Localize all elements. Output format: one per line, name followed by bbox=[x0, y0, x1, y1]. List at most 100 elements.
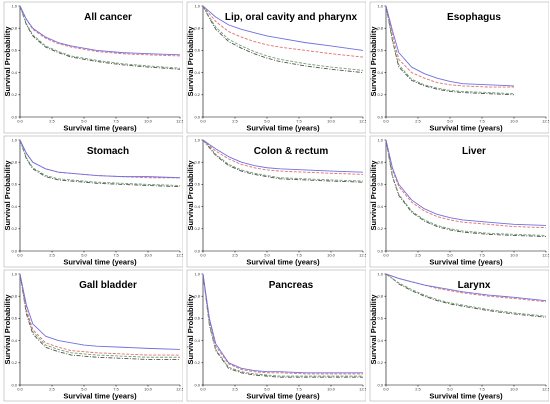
x-tick-label: 2.5 bbox=[232, 119, 238, 124]
y-tick-label: 0.0 bbox=[377, 248, 383, 253]
y-tick-label: 0.2 bbox=[377, 92, 383, 97]
y-tick-label: 0.8 bbox=[194, 294, 200, 299]
y-tick-label: 0.6 bbox=[194, 316, 200, 321]
chart-panel-8: 0.0 0.2 0.4 0.6 0.8 1.0 0.0 2.5 5.0 7.5 10.0 12.5 Su… bbox=[183, 268, 366, 402]
y-tick-label: 0.2 bbox=[194, 226, 200, 231]
chart-panel-9: 0.0 0.2 0.4 0.6 0.8 1.0 0.0 2.5 5.0 7.5 10.0 12.5 Su… bbox=[366, 268, 549, 402]
chart-panel-4: 0.0 0.2 0.4 0.6 0.8 1.0 0.0 2.5 5.0 7.5 10.0 12.5 Su… bbox=[0, 134, 183, 268]
panel-frame bbox=[369, 135, 549, 268]
y-tick-label: 0.4 bbox=[194, 204, 200, 209]
survival-curve-series-4 bbox=[19, 139, 181, 188]
y-tick-label: 1.0 bbox=[11, 3, 17, 8]
y-tick-label: 0.2 bbox=[194, 360, 200, 365]
x-tick-label: 10.0 bbox=[510, 119, 519, 124]
survival-curve-series-4 bbox=[202, 5, 364, 74]
panel-svg: 0.0 0.2 0.4 0.6 0.8 1.0 0.0 2.5 5.0 7.5 10.0 12.5 Su… bbox=[186, 269, 366, 402]
y-tick-label: 0.6 bbox=[11, 182, 17, 187]
x-tick-label: 0.0 bbox=[17, 387, 23, 392]
x-tick-label: 2.5 bbox=[415, 387, 421, 392]
x-axis-label: Survival time (years) bbox=[429, 258, 503, 267]
x-tick-label: 10.0 bbox=[144, 253, 153, 258]
panel-title: Gall bladder bbox=[79, 280, 137, 291]
x-tick-label: 0.0 bbox=[200, 253, 206, 258]
survival-curve-series-4 bbox=[202, 139, 364, 183]
x-tick-label: 12.5 bbox=[359, 119, 366, 124]
x-tick-label: 0.0 bbox=[200, 387, 206, 392]
x-tick-label: 5.0 bbox=[81, 253, 87, 258]
panel-title: Larynx bbox=[458, 280, 491, 291]
survival-curve-series-3 bbox=[385, 139, 547, 236]
x-tick-label: 5.0 bbox=[81, 119, 87, 124]
x-tick-label: 7.5 bbox=[479, 253, 485, 258]
panel-svg: 0.0 0.2 0.4 0.6 0.8 1.0 0.0 2.5 5.0 7.5 10.0 12.5 Su… bbox=[3, 269, 183, 402]
panel-svg: 0.0 0.2 0.4 0.6 0.8 1.0 0.0 2.5 5.0 7.5 10.0 12.5 Su… bbox=[186, 135, 366, 268]
y-tick-label: 0.8 bbox=[377, 160, 383, 165]
survival-curve-series-1 bbox=[202, 273, 363, 374]
panel-title: Pancreas bbox=[269, 280, 314, 291]
survival-curve-series-3 bbox=[202, 273, 363, 377]
x-tick-label: 12.5 bbox=[176, 119, 183, 124]
panel-title: Colon & rectum bbox=[254, 146, 329, 157]
y-tick-label: 0.0 bbox=[11, 248, 17, 253]
x-tick-label: 12.5 bbox=[176, 387, 183, 392]
x-tick-label: 10.0 bbox=[327, 119, 336, 124]
x-tick-label: 10.0 bbox=[510, 387, 519, 392]
survival-curve-series-4 bbox=[385, 273, 547, 318]
x-tick-label: 0.0 bbox=[383, 387, 389, 392]
y-axis-label: Survival Probability bbox=[369, 26, 378, 97]
x-tick-label: 12.5 bbox=[359, 253, 366, 258]
y-tick-label: 0.8 bbox=[377, 294, 383, 299]
y-tick-label: 0.0 bbox=[377, 114, 383, 119]
x-axis-label: Survival time (years) bbox=[429, 392, 503, 401]
x-tick-label: 0.0 bbox=[200, 119, 206, 124]
y-tick-label: 0.4 bbox=[377, 70, 383, 75]
y-tick-label: 0.0 bbox=[11, 382, 17, 387]
chart-panel-7: 0.0 0.2 0.4 0.6 0.8 1.0 0.0 2.5 5.0 7.5 10.0 12.5 Su… bbox=[0, 268, 183, 402]
panel-svg: 0.0 0.2 0.4 0.6 0.8 1.0 0.0 2.5 5.0 7.5 10.0 12.5 Su… bbox=[186, 1, 366, 134]
chart-panel-1: 0.0 0.2 0.4 0.6 0.8 1.0 0.0 2.5 5.0 7.5 10.0 12.5 Su… bbox=[0, 0, 183, 134]
y-tick-label: 0.4 bbox=[194, 338, 200, 343]
x-axis-label: Survival time (years) bbox=[246, 124, 320, 133]
x-tick-label: 7.5 bbox=[479, 119, 485, 124]
x-tick-label: 0.0 bbox=[383, 253, 389, 258]
y-tick-label: 1.0 bbox=[194, 3, 200, 8]
x-tick-label: 5.0 bbox=[264, 119, 270, 124]
x-axis-label: Survival time (years) bbox=[246, 392, 320, 401]
panel-frame bbox=[3, 135, 183, 268]
panel-frame bbox=[369, 269, 549, 402]
panel-svg: 0.0 0.2 0.4 0.6 0.8 1.0 0.0 2.5 5.0 7.5 10.0 12.5 Su… bbox=[369, 269, 549, 402]
panel-frame bbox=[186, 135, 366, 268]
panel-svg: 0.0 0.2 0.4 0.6 0.8 1.0 0.0 2.5 5.0 7.5 10.0 12.5 Su… bbox=[3, 1, 183, 134]
y-axis-label: Survival Probability bbox=[369, 294, 378, 365]
x-tick-label: 2.5 bbox=[232, 253, 238, 258]
panel-title: All cancer bbox=[84, 12, 132, 23]
panel-title: Liver bbox=[462, 146, 486, 157]
x-tick-label: 2.5 bbox=[232, 387, 238, 392]
y-tick-label: 0.4 bbox=[11, 338, 17, 343]
y-tick-label: 0.8 bbox=[11, 294, 17, 299]
x-tick-label: 10.0 bbox=[510, 253, 519, 258]
x-tick-label: 2.5 bbox=[49, 387, 55, 392]
survival-curve-series-2 bbox=[202, 273, 363, 375]
panel-frame bbox=[3, 1, 183, 134]
x-tick-label: 0.0 bbox=[383, 119, 389, 124]
y-axis-label: Survival Probability bbox=[186, 294, 195, 365]
x-tick-label: 12.5 bbox=[176, 253, 183, 258]
y-tick-label: 1.0 bbox=[377, 137, 383, 142]
x-tick-label: 0.0 bbox=[17, 253, 23, 258]
y-tick-label: 1.0 bbox=[11, 137, 17, 142]
y-tick-label: 0.8 bbox=[11, 160, 17, 165]
panel-title: Lip, oral cavity and pharynx bbox=[225, 12, 358, 23]
x-tick-label: 12.5 bbox=[542, 119, 549, 124]
y-tick-label: 0.6 bbox=[11, 316, 17, 321]
survival-curve-series-4 bbox=[19, 273, 180, 360]
y-tick-label: 0.4 bbox=[377, 338, 383, 343]
y-axis-label: Survival Probability bbox=[3, 160, 12, 231]
panel-title: Esophagus bbox=[447, 12, 501, 23]
survival-curve-series-2 bbox=[202, 5, 364, 58]
y-axis-label: Survival Probability bbox=[3, 26, 12, 97]
y-tick-label: 0.0 bbox=[194, 114, 200, 119]
y-tick-label: 0.2 bbox=[194, 92, 200, 97]
y-axis-label: Survival Probability bbox=[3, 294, 12, 365]
